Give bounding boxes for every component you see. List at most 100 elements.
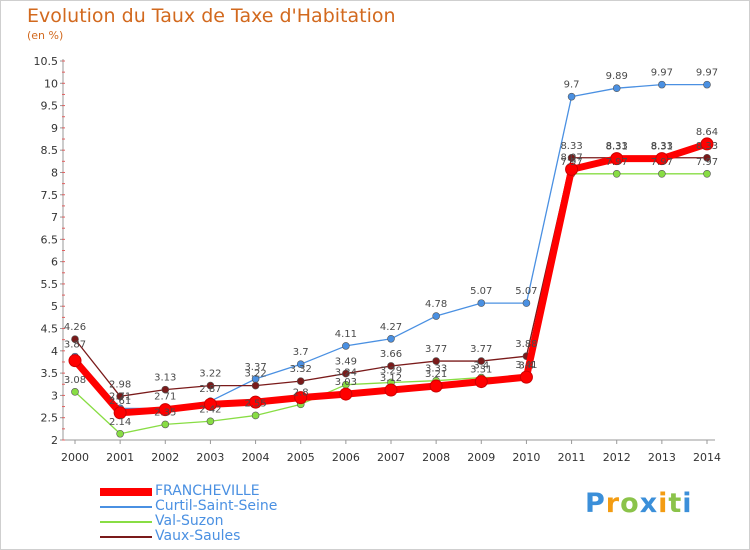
data-point [703, 153, 711, 162]
data-label: 8.33 [696, 141, 718, 152]
data-point [296, 360, 305, 369]
data-point [567, 92, 576, 101]
data-point [342, 342, 350, 350]
y-tick-label: 6.5 [41, 233, 59, 246]
data-point [477, 299, 486, 307]
data-point [567, 153, 576, 162]
data-label: 9.97 [696, 68, 718, 79]
data-label: 7.97 [696, 157, 718, 168]
legend-swatch [100, 521, 152, 523]
data-point [432, 357, 440, 365]
data-point [339, 387, 353, 401]
x-tick-label: 2011 [558, 451, 586, 464]
data-label: 3.88 [515, 339, 537, 350]
logo-letter: i [682, 488, 693, 519]
data-label: 8.33 [651, 141, 673, 152]
data-point [251, 411, 260, 420]
y-tick-label: 8.5 [41, 144, 59, 157]
data-label: 7.97 [560, 157, 582, 168]
y-tick-label: 4 [51, 345, 58, 358]
y-tick-label: 4.5 [41, 323, 59, 336]
data-point [116, 392, 124, 401]
data-label: 3.33 [425, 364, 447, 375]
data-point [342, 369, 350, 378]
data-point [477, 357, 486, 365]
data-point [429, 379, 443, 393]
logo-letter: P [585, 488, 606, 519]
data-point [206, 417, 215, 426]
data-label: 3.41 [515, 360, 537, 371]
data-point [658, 170, 666, 178]
data-label: 5.07 [470, 286, 492, 297]
data-label: 8.07 [560, 152, 582, 163]
data-label: 3.08 [64, 375, 86, 386]
y-unit-label: (en %) [27, 29, 64, 42]
data-point [71, 335, 79, 344]
x-tick-label: 2007 [377, 451, 405, 464]
data-label: 3.13 [154, 373, 176, 384]
data-label: 7.97 [606, 157, 628, 168]
data-label: 3.37 [244, 362, 266, 373]
data-point [113, 406, 127, 420]
data-point [610, 152, 624, 166]
axes: 2 2.5 3 3.5 4 4.5 5 5.5 6 6.5 7 7.5 8 8.5 9 9.5 10 10.5 20… [34, 55, 722, 464]
data-label: 8.33 [606, 141, 628, 152]
logo-letter: i [658, 488, 669, 519]
data-labels: 2.61 3.03 3.12 3.21 3.31 3.41 8.07 8.31 8.31 8.64… [64, 68, 718, 428]
data-label: 3.12 [380, 373, 402, 384]
x-tick-label: 2001 [106, 451, 134, 464]
data-label: 3.4 [518, 361, 534, 372]
data-point [203, 397, 217, 411]
data-point [249, 395, 263, 409]
y-tick-label: 9.5 [41, 100, 59, 113]
data-label: 3.22 [199, 369, 221, 380]
data-point [565, 162, 579, 176]
data-point [387, 334, 395, 343]
chart-title: Evolution du Taux de Taxe d'Habitation [27, 5, 396, 27]
x-tick-label: 2013 [648, 451, 676, 464]
data-point [294, 391, 308, 405]
data-point [700, 137, 714, 151]
data-label: 2.87 [199, 384, 221, 395]
y-tick-label: 8 [51, 166, 58, 179]
data-label: 8.64 [696, 127, 718, 138]
y-tick-label: 2.5 [41, 412, 59, 425]
data-label: 2.35 [154, 407, 176, 418]
data-label: 3.24 [335, 368, 357, 379]
data-label: 3.7 [293, 347, 309, 358]
data-label: 3.66 [380, 349, 402, 360]
y-tick-label: 7 [51, 211, 58, 224]
y-tick-label: 10.5 [34, 55, 59, 68]
x-tick-label: 2005 [287, 451, 315, 464]
y-tick-label: 6 [51, 256, 58, 269]
data-label: 3.77 [470, 344, 492, 355]
data-point [161, 420, 170, 429]
data-label: 3.32 [290, 364, 312, 375]
data-point [432, 312, 440, 320]
y-tick-label: 3 [51, 389, 58, 402]
x-tick-label: 2012 [603, 451, 631, 464]
data-point [612, 170, 621, 178]
x-tick-label: 2009 [467, 451, 495, 464]
data-point [522, 299, 531, 307]
data-label: 2.71 [154, 391, 176, 402]
data-label: 3.22 [244, 369, 266, 380]
logo-letter: o [620, 488, 640, 519]
data-point [612, 84, 621, 92]
y-tick-label: 5 [51, 300, 58, 313]
data-label: 9.89 [606, 71, 628, 82]
data-label: 4.78 [425, 299, 447, 310]
data-label: 3.29 [380, 365, 402, 376]
legend-label: Vaux-Saules [155, 528, 241, 544]
data-label: 4.11 [335, 329, 357, 340]
data-point [116, 429, 124, 438]
data-label: 2.55 [244, 398, 266, 409]
legend-label: Curtil-Saint-Seine [155, 498, 278, 514]
y-tick-label: 5.5 [41, 278, 59, 291]
legend-swatch [100, 536, 152, 538]
y-tick-label: 2 [51, 434, 58, 447]
logo-letter: x [639, 488, 659, 519]
data-point [158, 403, 172, 417]
